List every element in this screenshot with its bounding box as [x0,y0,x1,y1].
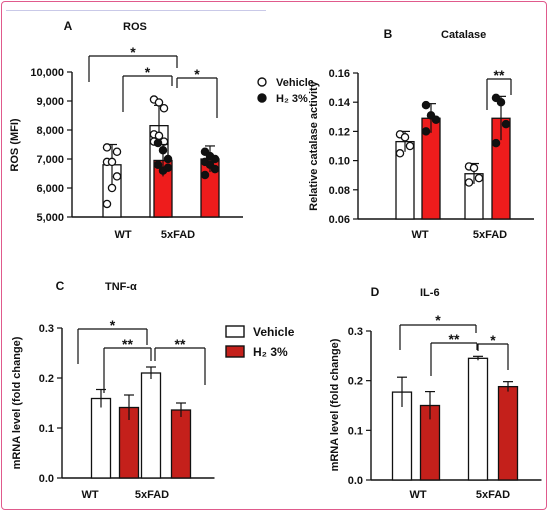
panel-b-y-axis-label: Relative catalase activity [308,80,320,211]
panel-d-x-tick-label: WT [409,489,426,501]
panel-b-data-point [405,141,415,151]
panel-c-sig-label: ** [122,336,133,352]
panel-a-sig-label: * [130,44,136,60]
panel-d-bar-h2-5xfad [497,385,519,481]
panel-c-legend-marker [225,345,245,358]
panel-c-legend-label: Vehicle [253,325,295,339]
panel-c-x-tick-label: 5xFAD [135,489,169,501]
panel-c-x-tick-label: WT [81,489,98,501]
panel-a-y-tick-label: 8,000 [36,125,64,137]
panel-c-y-tick-label: 0.0 [39,473,54,485]
panel-c-y-tick-label: 0.2 [39,373,54,385]
panel-c-y-tick-label: 0.1 [39,423,54,435]
panel-b-y-tick-label: 0.10 [329,156,350,168]
panel-c-y-tick-label: 0.3 [39,323,54,335]
panel-d-sig-label: ** [449,331,460,347]
panel-a-data-point [154,98,164,107]
panel-b-data-point [496,97,506,107]
panel-b-x-tick-label: WT [411,229,428,241]
panel-a-data-point [210,154,220,164]
panel-b-data-point [421,100,431,110]
panel-a-data-point [158,146,168,155]
panel-b-data-point [491,138,501,148]
panel-b-data-point [474,173,484,183]
panel-a-legend-marker [257,93,267,103]
panel-a-data-point [112,147,122,156]
panel-a-sig-label: * [145,64,151,80]
panel-a-data-point [102,199,112,209]
panel-c-legend-label: H₂ 3% [253,345,288,359]
panel-a-x-tick-label: 5xFAD [161,229,195,241]
panel-d-sig-label: * [490,332,496,348]
panel-d-y-tick-label: 0.0 [348,475,363,487]
panel-d-y-axis-label: mRNA level (fold change) [329,338,341,471]
panel-d-sig-label: * [435,312,441,328]
panel-c-y-axis-label: mRNA level (fold change) [11,336,23,469]
panel-a-x-tick-label: WT [114,229,131,241]
panel-a-data-point [112,172,122,181]
panel-d-letter: D [371,285,380,299]
panel-b-y-tick-label: 0.08 [329,185,350,197]
top-rule [6,10,266,11]
panel-a-y-tick-label: 6,000 [36,183,64,195]
panel-a-data-point [153,138,163,148]
panel-b-data-point [395,149,405,158]
panel-b-x-tick-label: 5xFAD [473,229,507,241]
panel-a-data-point [200,170,210,180]
panel-c-sig-label: * [110,317,116,333]
panel-c-title: TNF-α [105,281,137,293]
panel-a-y-axis-label: ROS (MFI) [9,118,21,171]
panel-c-legend-marker [225,325,245,338]
panel-c-letter: C [56,279,65,293]
panel-a-data-point [163,154,173,164]
panel-a-data-point [107,183,117,193]
panel-a-title: ROS [123,21,147,33]
panel-b-data-point [464,178,474,187]
panel-c-bar-vehicle-5xfad [140,372,162,479]
panel-b-y-tick-label: 0.16 [329,68,350,80]
panel-a-data-point [102,143,112,152]
panel-a-y-tick-label: 7,000 [36,154,64,166]
panel-d-y-tick-label: 0.2 [348,376,363,388]
panel-a-data-point [210,164,220,174]
panel-a-legend-label: Vehicle [276,77,314,89]
panel-a-data-point [107,157,117,167]
panel-d-title: IL-6 [420,287,440,299]
panel-d-y-tick-label: 0.3 [348,326,363,338]
panel-d-bar-vehicle-5xfad [467,357,489,481]
panel-a-data-point [153,160,163,170]
panel-a-legend-marker [257,77,267,87]
panel-a-sig-label: * [194,66,200,82]
panel-a-y-tick-label: 5,000 [36,212,64,224]
panel-c-bar-h2-5xfad [170,409,192,479]
panel-b-y-tick-label: 0.12 [329,126,350,138]
panel-b-sig-label: ** [494,67,505,83]
panel-b-data-point [431,115,441,124]
panel-a-data-point [163,163,173,172]
panel-b-y-tick-label: 0.06 [329,214,350,226]
panel-b-letter: B [384,27,393,41]
panel-a-legend-label: H₂ 3% [276,93,308,105]
panel-d-y-tick-label: 0.1 [348,425,363,437]
panel-b-data-point [421,127,431,136]
panel-c-sig-label: ** [175,336,186,352]
panel-a-y-tick-label: 10,000 [30,67,64,79]
panel-a-letter: A [64,19,73,33]
panel-b-title: Catalase [441,29,486,41]
panel-a-data-point [159,104,169,113]
panel-b-y-tick-label: 0.14 [329,97,351,109]
panel-a-y-tick-label: 9,000 [36,96,64,108]
panel-b-data-point [400,132,410,142]
panel-d-x-tick-label: 5xFAD [476,489,510,501]
panel-b-data-point [501,119,511,129]
panel-c-bar-vehicle-wt [90,397,112,479]
panel-b-data-point [469,163,479,173]
